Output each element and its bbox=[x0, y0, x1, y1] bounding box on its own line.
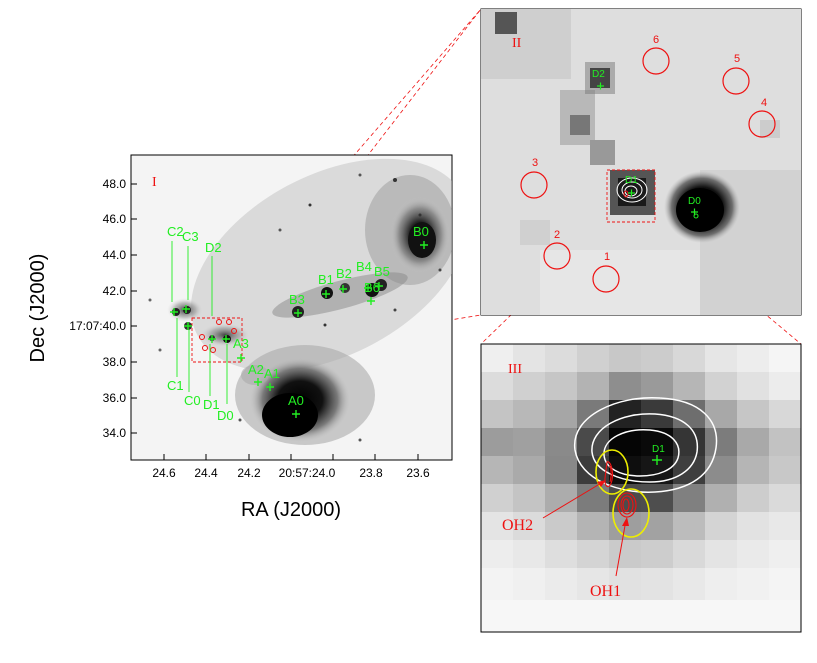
panel-1-label: I bbox=[152, 175, 157, 190]
source-label-c1: C1 bbox=[167, 378, 184, 393]
oh2-label: OH2 bbox=[502, 517, 533, 534]
panel-3-border bbox=[480, 343, 802, 633]
source-label-a2: A2 bbox=[248, 362, 264, 377]
x-tick-label: 20:57:24.0 bbox=[279, 466, 336, 480]
source-label-b3: B3 bbox=[289, 292, 305, 307]
panel-2: II 1 2 3 4 5 6 bbox=[480, 8, 802, 316]
panel-2-image bbox=[481, 9, 801, 315]
oh1-beam bbox=[612, 488, 650, 538]
source-label-b6: B6 bbox=[364, 280, 380, 295]
panel-1-source-labels: B0 B1 B2 B3 B4 B5 B6 A0 A1 A2 A3 C0 C1 C… bbox=[167, 224, 429, 423]
source-label-d0: D0 bbox=[217, 408, 234, 423]
panel-1-x-tick-labels: 24.6 24.4 24.2 20:57:24.0 23.8 23.6 bbox=[152, 466, 430, 480]
y-tick-label: 42.0 bbox=[103, 284, 127, 298]
panel-2-source-markers bbox=[597, 82, 698, 216]
aperture-label: 1 bbox=[604, 251, 610, 263]
panel-1-y-tick-labels: 48.0 46.0 44.0 42.0 17:07:40.0 38.0 36.0… bbox=[69, 177, 126, 440]
source-label-b0: B0 bbox=[413, 224, 429, 239]
y-tick-label: 38.0 bbox=[103, 355, 127, 369]
d1-marker bbox=[652, 455, 662, 465]
source-label-d1: D1 bbox=[625, 175, 638, 186]
source-label-c3: C3 bbox=[182, 229, 199, 244]
x-tick-label: 24.4 bbox=[194, 466, 218, 480]
panel-3-arrows bbox=[542, 481, 627, 577]
source-label-b2: B2 bbox=[336, 266, 352, 281]
source-label-d1: D1 bbox=[203, 397, 220, 412]
source-label-a0: A0 bbox=[288, 393, 304, 408]
source-label-b1: B1 bbox=[318, 272, 334, 287]
aperture-label: 2 bbox=[554, 229, 560, 241]
aperture-4 bbox=[748, 110, 776, 138]
aperture-label: 6 bbox=[653, 34, 659, 46]
source-label-d2: D2 bbox=[592, 69, 605, 80]
y-tick-label: 17:07:40.0 bbox=[69, 319, 126, 333]
oh1-arrowhead bbox=[622, 517, 629, 526]
source-label-c0: C0 bbox=[184, 393, 201, 408]
panel-2-apertures bbox=[520, 47, 776, 293]
y-tick-label: 34.0 bbox=[103, 426, 127, 440]
x-tick-label: 24.2 bbox=[237, 466, 261, 480]
panel-1-ticks bbox=[131, 183, 419, 460]
oh2-arrowhead bbox=[597, 480, 606, 487]
d0-circle-marker bbox=[693, 213, 699, 219]
panel-2-label: II bbox=[512, 36, 522, 51]
panel-3-pixels bbox=[481, 344, 801, 632]
y-tick-label: 46.0 bbox=[103, 212, 127, 226]
panel-2-aperture-labels: 1 2 3 4 5 6 bbox=[532, 34, 767, 263]
aperture-3 bbox=[520, 171, 548, 199]
y-tick-label: 48.0 bbox=[103, 177, 127, 191]
source-label-a1: A1 bbox=[264, 366, 280, 381]
panel-2-source-labels: D2 D1 D0 bbox=[592, 69, 701, 207]
oh2-beam bbox=[595, 449, 629, 495]
source-label-d2: D2 bbox=[205, 240, 222, 255]
panel-3-label: III bbox=[508, 362, 522, 377]
x-axis-label: RA (J2000) bbox=[241, 499, 341, 521]
oh1-label: OH1 bbox=[590, 583, 621, 600]
aperture-5 bbox=[722, 67, 750, 95]
panel-1-image bbox=[148, 158, 452, 445]
panel-3: III D1 OH2 OH1 bbox=[480, 343, 802, 633]
y-tick-label: 44.0 bbox=[103, 248, 127, 262]
x-tick-label: 23.6 bbox=[406, 466, 430, 480]
aperture-2 bbox=[543, 242, 571, 270]
source-label-d1: D1 bbox=[652, 444, 665, 455]
x-tick-label: 23.8 bbox=[359, 466, 383, 480]
aperture-label: 5 bbox=[734, 53, 740, 65]
aperture-6 bbox=[642, 47, 670, 75]
panel-1: I 48.0 46.0 44.0 42.0 17:07:40.0 38.0 36… bbox=[27, 154, 453, 521]
y-tick-label: 36.0 bbox=[103, 391, 127, 405]
source-label-b5: B5 bbox=[374, 264, 390, 279]
source-label-b4: B4 bbox=[356, 259, 372, 274]
source-label-c2: C2 bbox=[167, 224, 184, 239]
panel-1-source-markers bbox=[170, 241, 428, 418]
panel-2-oh-contours bbox=[623, 190, 629, 198]
panel-3-beam-ellipses bbox=[595, 449, 650, 538]
aperture-label: 3 bbox=[532, 157, 538, 169]
x-tick-label: 24.6 bbox=[152, 466, 176, 480]
panel-1-pointer-lines bbox=[171, 241, 228, 404]
panel-1-apertures bbox=[199, 319, 237, 353]
source-label-d0: D0 bbox=[688, 196, 701, 207]
aperture-label: 4 bbox=[761, 97, 767, 109]
aperture-1 bbox=[592, 265, 620, 293]
y-axis-label: Dec (J2000) bbox=[27, 254, 49, 363]
panel-1-zoom-box bbox=[191, 317, 243, 363]
source-label-a3: A3 bbox=[233, 336, 249, 351]
